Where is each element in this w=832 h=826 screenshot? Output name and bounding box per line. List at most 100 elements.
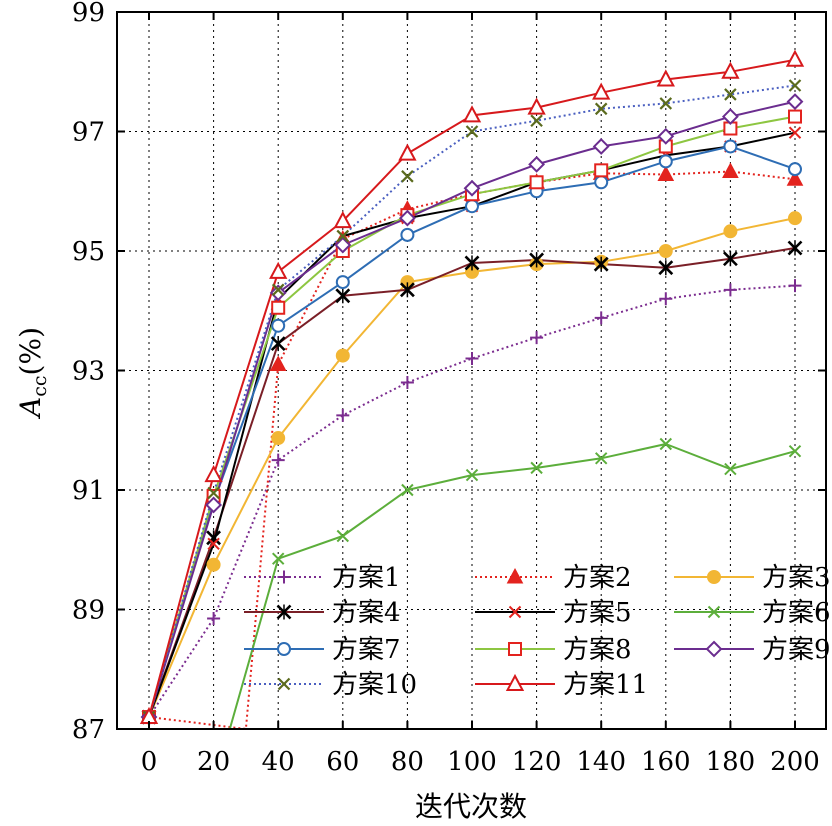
data-point-4	[464, 255, 480, 271]
x-tick-label: 40	[262, 747, 295, 777]
data-point-1	[207, 611, 221, 625]
data-point-4	[529, 252, 545, 268]
data-point-6	[465, 468, 479, 482]
data-point-11	[204, 464, 223, 483]
data-point-3	[788, 211, 802, 226]
data-point-9	[786, 93, 804, 111]
legend-label: 方案2	[563, 563, 632, 593]
data-point-5	[207, 537, 220, 550]
y-tick-label: 89	[72, 596, 105, 626]
x-tick-label: 0	[141, 747, 158, 777]
data-point-7	[400, 227, 415, 242]
data-point-3	[335, 348, 350, 363]
legend-label: 方案7	[332, 635, 401, 665]
data-point-7	[723, 139, 738, 154]
legend-item-2: 方案2	[475, 563, 632, 593]
legend-marker	[277, 642, 291, 656]
legend: 方案1 方案2 方案3 方案4 方案5 方案6 方案7 方案8 方案9 方案10 方案11	[244, 563, 831, 700]
legend-marker	[707, 605, 721, 619]
data-point-11	[527, 97, 546, 115]
x-tick-label: 100	[447, 747, 497, 777]
series-line-6	[228, 443, 796, 729]
data-point-8	[271, 300, 286, 315]
data-point-7	[594, 175, 609, 190]
y-tick-label: 93	[72, 357, 105, 387]
data-point-4	[270, 336, 286, 352]
legend-marker	[276, 604, 292, 620]
x-tick-label: 200	[770, 747, 820, 777]
legend-marker	[506, 567, 524, 584]
data-point-3	[723, 224, 738, 239]
data-point-6	[530, 461, 543, 475]
y-axis-title-unit: (%)	[14, 327, 47, 375]
data-point-10	[530, 114, 543, 128]
x-tick-label: 80	[391, 747, 424, 777]
data-point-9	[592, 138, 610, 155]
legend-label: 方案4	[332, 598, 401, 628]
legend-label: 方案8	[563, 635, 632, 665]
data-point-9	[334, 236, 352, 254]
data-point-11	[462, 105, 482, 123]
data-point-4	[593, 256, 609, 272]
data-point-2	[722, 162, 739, 179]
data-point-11	[592, 82, 611, 100]
legend-item-3: 方案3	[674, 563, 831, 593]
data-point-11	[333, 211, 352, 229]
data-point-5	[788, 126, 802, 139]
legend-item-5: 方案5	[475, 598, 632, 628]
data-point-1	[723, 283, 737, 297]
data-point-10	[659, 97, 673, 110]
x-tick-label: 160	[641, 747, 691, 777]
data-point-7	[788, 162, 802, 177]
axis-ticks: 0 20 40 60 80 100 120 140 160 180 200 87 89 91 93 95 97 9…	[72, 0, 826, 777]
data-point-9	[528, 155, 546, 173]
data-point-8	[788, 109, 802, 124]
data-point-10	[401, 170, 414, 183]
data-point-1	[400, 375, 414, 389]
legend-marker	[508, 642, 522, 656]
x-axis-title: 迭代次数	[415, 790, 527, 823]
legend-item-7: 方案7	[244, 635, 401, 665]
data-point-4	[787, 240, 803, 256]
y-axis-title: Acc(%)	[14, 327, 51, 420]
legend-item-10: 方案10	[244, 670, 417, 700]
y-tick-label: 91	[72, 476, 105, 506]
data-point-9	[463, 179, 481, 197]
data-point-4	[722, 251, 738, 267]
data-point-7	[465, 199, 479, 214]
legend-marker	[508, 605, 522, 619]
legend-marker	[277, 570, 291, 584]
data-point-4	[658, 260, 674, 276]
y-tick-label: 99	[72, 0, 105, 28]
series-line-5	[148, 131, 796, 718]
legend-label: 方案3	[762, 563, 831, 593]
data-point-10	[465, 125, 479, 138]
series-line-2	[148, 170, 796, 729]
legend-item-9: 方案9	[674, 635, 831, 665]
series-layer	[148, 58, 796, 729]
data-point-1	[336, 408, 350, 422]
data-point-6	[594, 452, 608, 465]
legend-marker	[505, 673, 525, 691]
data-point-1	[530, 331, 544, 345]
data-point-1	[659, 292, 673, 306]
data-point-9	[205, 496, 223, 514]
marker-layer	[139, 49, 805, 726]
legend-item-11: 方案11	[475, 670, 648, 700]
legend-item-6: 方案6	[674, 598, 831, 628]
data-point-8	[529, 175, 544, 190]
data-point-4	[335, 288, 351, 304]
legend-item-4: 方案4	[244, 598, 401, 628]
data-point-6	[788, 444, 802, 458]
data-point-1	[594, 311, 608, 325]
data-point-6	[336, 529, 350, 543]
legend-marker	[707, 570, 721, 584]
data-point-6	[401, 483, 414, 497]
data-point-6	[659, 437, 673, 451]
data-point-10	[594, 102, 608, 116]
data-point-11	[398, 143, 417, 161]
legend-item-8: 方案8	[475, 635, 632, 665]
legend-item-1: 方案1	[244, 563, 401, 593]
data-point-10	[336, 229, 350, 243]
